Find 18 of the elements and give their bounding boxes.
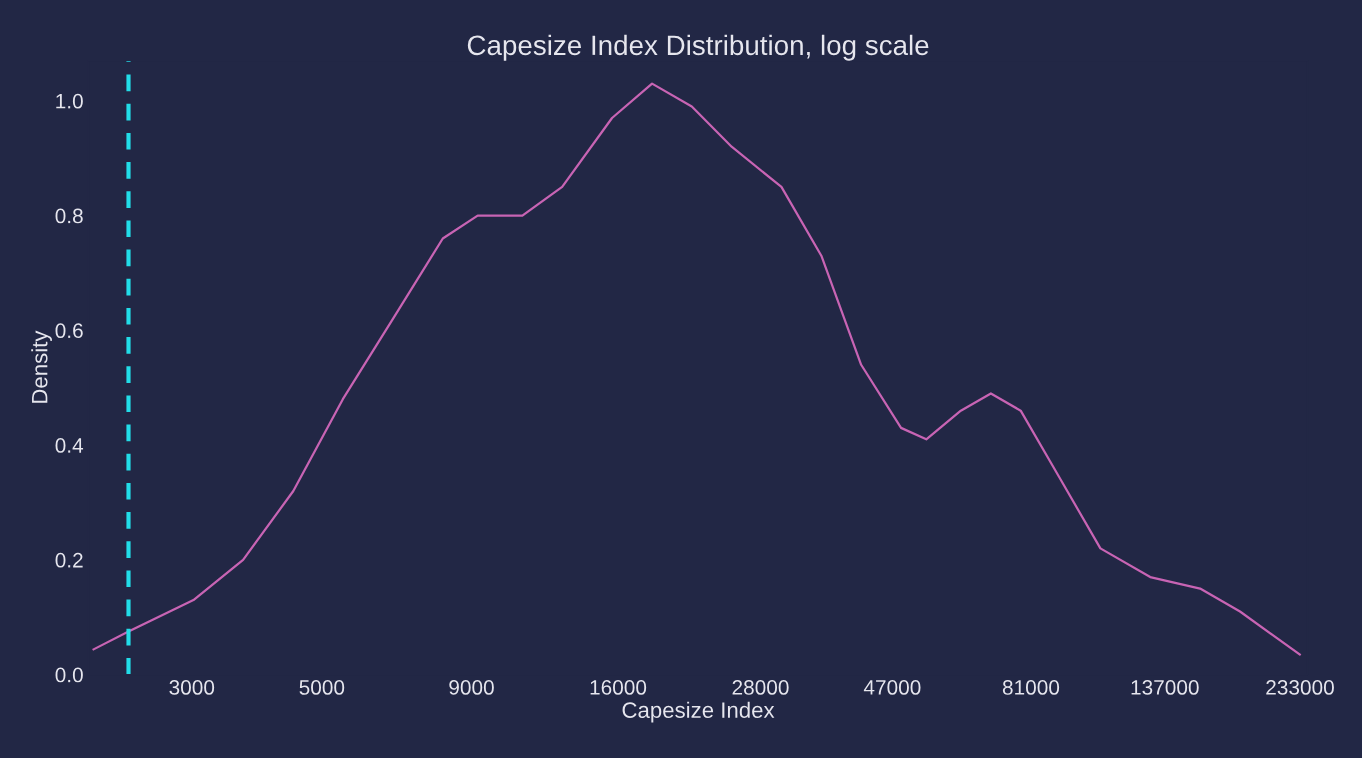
y-axis-title: Density [31, 330, 52, 403]
x-tick-label: 28000 [732, 680, 789, 695]
x-tick-label: 233000 [1266, 680, 1334, 695]
x-tick-label: 47000 [863, 680, 921, 695]
y-tick-label: 0.0 [55, 667, 83, 683]
x-axis-title: Capesize Index [622, 701, 775, 723]
y-tick-label: 0.4 [55, 438, 84, 453]
y-tick-label: 0.8 [55, 208, 83, 224]
chart-title: Capesize Index Distribution, log scale [467, 34, 929, 61]
x-tick-label: 16000 [590, 680, 647, 695]
x-tick-label: 3000 [169, 680, 215, 695]
x-tick-label: 81000 [1002, 680, 1060, 695]
x-tick-label: 5000 [299, 680, 345, 695]
x-tick-label: 137000 [1131, 680, 1199, 695]
y-tick-label: 0.2 [55, 552, 83, 568]
y-tick-label: 0.6 [55, 323, 83, 339]
y-tick-label: 1.0 [56, 93, 83, 109]
x-tick-label: 9000 [449, 680, 494, 695]
